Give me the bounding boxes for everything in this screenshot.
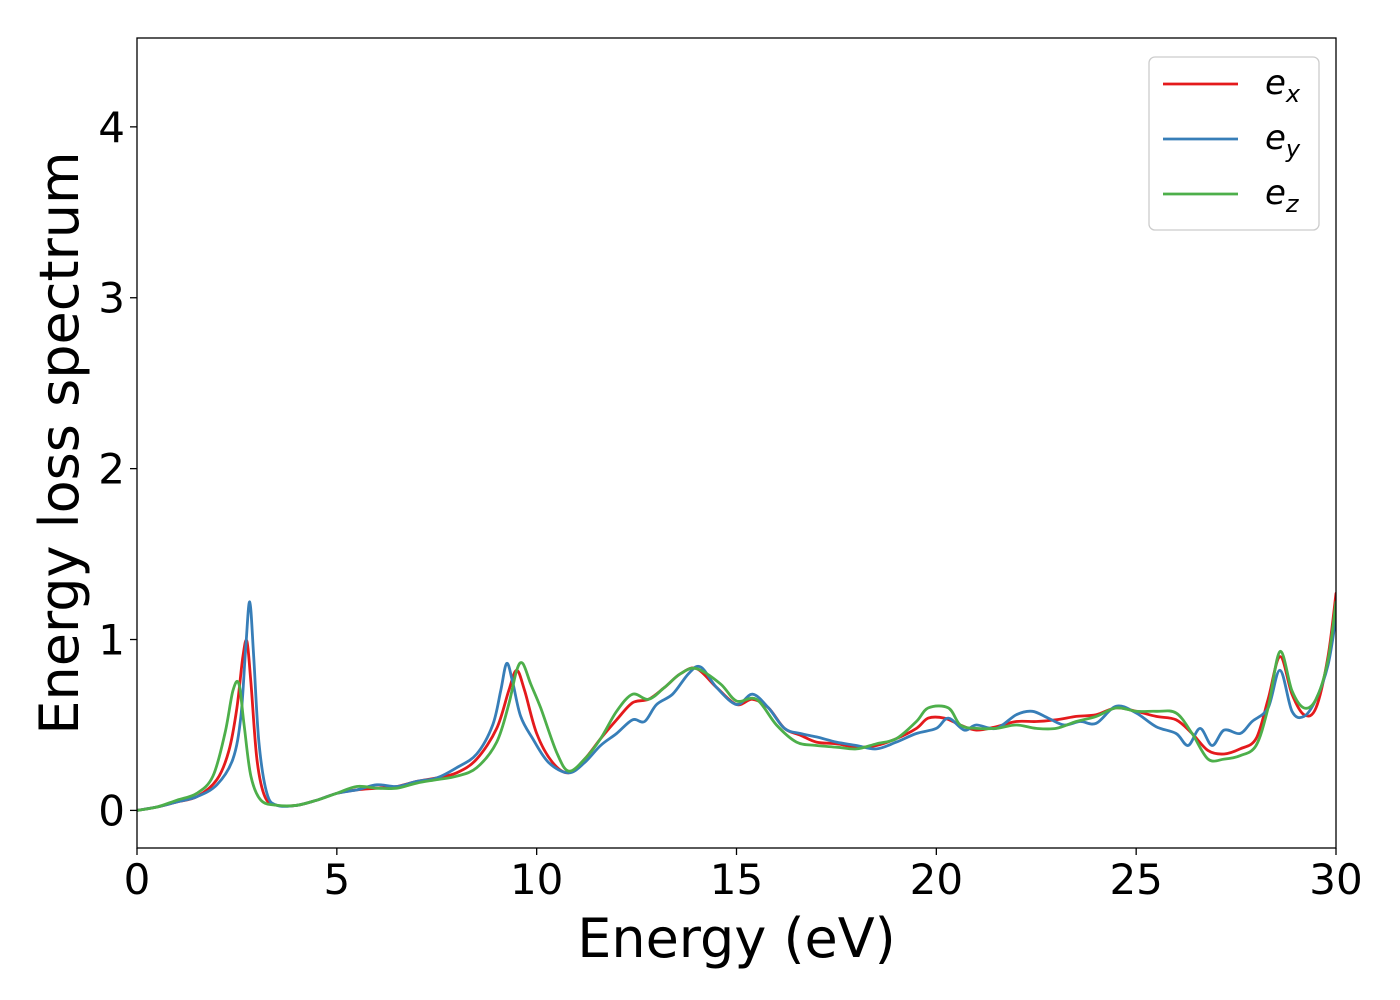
x-tick-label: 15 bbox=[710, 855, 763, 904]
legend-box bbox=[1148, 56, 1320, 231]
x-axis: 0 5 10 15 20 25 30 bbox=[124, 848, 1363, 904]
legend-label-e_y: ey bbox=[1265, 118, 1301, 163]
y-tick-label: 4 bbox=[98, 103, 125, 152]
x-axis-label: Energy (eV) bbox=[577, 907, 896, 970]
y-tick-label: 2 bbox=[98, 445, 125, 494]
y-tick-label: 1 bbox=[98, 616, 125, 665]
x-tick-label: 10 bbox=[510, 855, 563, 904]
x-tick-label: 25 bbox=[1109, 855, 1162, 904]
y-tick-label: 0 bbox=[98, 786, 125, 835]
plot-area bbox=[137, 592, 1336, 812]
x-tick-label: 0 bbox=[124, 855, 151, 904]
x-tick-label: 30 bbox=[1309, 855, 1362, 904]
legend-label-e_x: ex bbox=[1265, 63, 1301, 108]
x-tick-label: 20 bbox=[910, 855, 963, 904]
y-tick-label: 3 bbox=[98, 274, 125, 323]
x-tick-label: 5 bbox=[323, 855, 350, 904]
series-line-e_z bbox=[137, 600, 1336, 812]
y-axis: 0 1 2 3 4 bbox=[98, 103, 137, 835]
y-axis-label: Energy loss spectrum bbox=[28, 151, 91, 734]
